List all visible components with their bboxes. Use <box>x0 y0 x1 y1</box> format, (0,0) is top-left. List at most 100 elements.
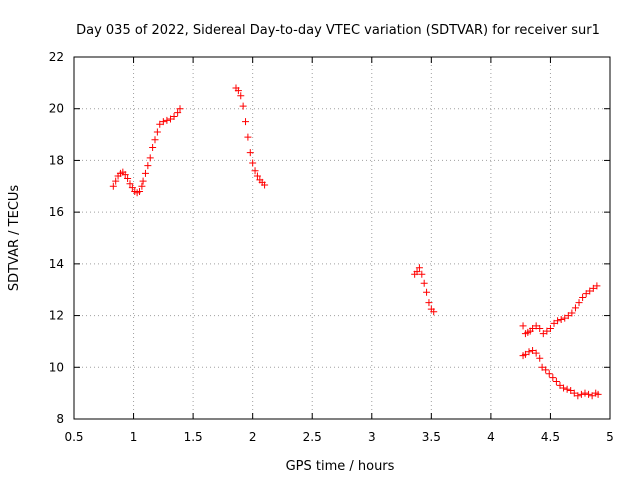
data-point <box>418 270 426 278</box>
x-tick-label: 2 <box>249 430 257 444</box>
data-point <box>568 309 576 317</box>
data-point <box>420 279 428 287</box>
data-point <box>139 177 147 185</box>
data-point <box>586 287 594 295</box>
data-point <box>159 118 167 126</box>
data-point <box>549 374 557 382</box>
y-tick-label: 10 <box>49 360 64 374</box>
data-point <box>176 105 184 113</box>
data-point <box>536 354 544 362</box>
data-point <box>543 327 551 335</box>
data-point <box>594 390 602 398</box>
data-point <box>570 389 578 397</box>
data-point <box>237 92 245 100</box>
data-point <box>153 128 161 136</box>
data-point <box>415 264 423 272</box>
data-point <box>552 378 560 386</box>
x-tick-label: 1.5 <box>184 430 203 444</box>
data-point <box>532 322 540 330</box>
data-point <box>156 120 164 128</box>
data-point <box>563 385 571 393</box>
x-tick-label: 5 <box>606 430 614 444</box>
data-point <box>519 322 527 330</box>
data-point <box>529 325 537 332</box>
x-tick-label: 3.5 <box>422 430 441 444</box>
data-point <box>149 144 157 151</box>
data-point <box>574 392 582 400</box>
data-point <box>425 299 433 307</box>
data-point <box>557 315 565 323</box>
x-tick-label: 0.5 <box>64 430 83 444</box>
data-point <box>577 390 585 398</box>
data-point <box>244 133 252 141</box>
data-point <box>546 325 554 332</box>
data-point <box>146 154 154 162</box>
data-point <box>581 389 589 397</box>
x-axis-title: GPS time / hours <box>286 459 395 474</box>
x-tick-label: 2.5 <box>303 430 322 444</box>
data-point <box>144 162 152 170</box>
data-point <box>109 182 117 190</box>
data-point <box>529 346 537 354</box>
data-point <box>554 317 562 325</box>
data-point <box>174 109 182 117</box>
data-point <box>585 390 593 398</box>
data-point <box>579 293 587 301</box>
data-point <box>564 312 572 320</box>
chart-title: Day 035 of 2022, Sidereal Day-to-day VTE… <box>76 23 600 38</box>
data-point <box>575 299 583 307</box>
data-point <box>413 268 421 276</box>
data-point <box>261 181 269 189</box>
x-tick-label: 3 <box>368 430 376 444</box>
data-point <box>251 167 259 175</box>
data-point <box>141 169 149 177</box>
data-point <box>542 366 550 374</box>
data-point <box>532 349 540 357</box>
axis-ticks <box>73 56 611 420</box>
data-point <box>545 370 553 378</box>
data-point <box>582 290 590 298</box>
data-point <box>126 180 134 188</box>
data-point <box>124 175 132 183</box>
data-point <box>246 149 254 157</box>
y-tick-label: 14 <box>49 257 64 271</box>
x-tick-labels: 0.5 1 1.5 2 2.5 3 3.5 4 4.5 5 <box>64 430 613 444</box>
y-tick-label: 16 <box>49 205 64 219</box>
data-point <box>571 304 579 312</box>
data-point <box>163 116 171 124</box>
data-point <box>539 330 547 338</box>
data-point <box>151 136 159 144</box>
data-point <box>538 363 546 371</box>
y-tick-label: 18 <box>49 153 64 167</box>
data-point <box>166 115 174 123</box>
x-tick-label: 4 <box>487 430 495 444</box>
x-tick-label: 4.5 <box>541 430 560 444</box>
data-point <box>239 102 247 110</box>
y-tick-label: 12 <box>49 309 64 323</box>
data-point <box>242 118 250 126</box>
data-point <box>593 282 601 290</box>
plot-frame <box>73 56 611 420</box>
y-tick-label: 8 <box>56 412 64 426</box>
data-point <box>249 159 257 167</box>
y-axis-title: SDTVAR / TECUs <box>7 185 22 292</box>
data-point <box>567 387 575 395</box>
data-point <box>253 172 261 180</box>
data-point <box>589 284 597 292</box>
data-point <box>560 384 568 392</box>
data-point <box>423 288 431 296</box>
data-point <box>138 182 146 190</box>
data-point <box>525 348 533 356</box>
data-point <box>561 314 569 322</box>
data-point <box>112 177 120 185</box>
data-point <box>521 350 529 358</box>
data-point <box>128 184 136 192</box>
series-points <box>109 84 602 400</box>
data-point <box>556 381 564 389</box>
x-tick-label: 1 <box>130 430 138 444</box>
y-tick-label: 20 <box>49 102 64 116</box>
y-tick-label: 22 <box>49 50 64 64</box>
data-point <box>136 187 144 195</box>
